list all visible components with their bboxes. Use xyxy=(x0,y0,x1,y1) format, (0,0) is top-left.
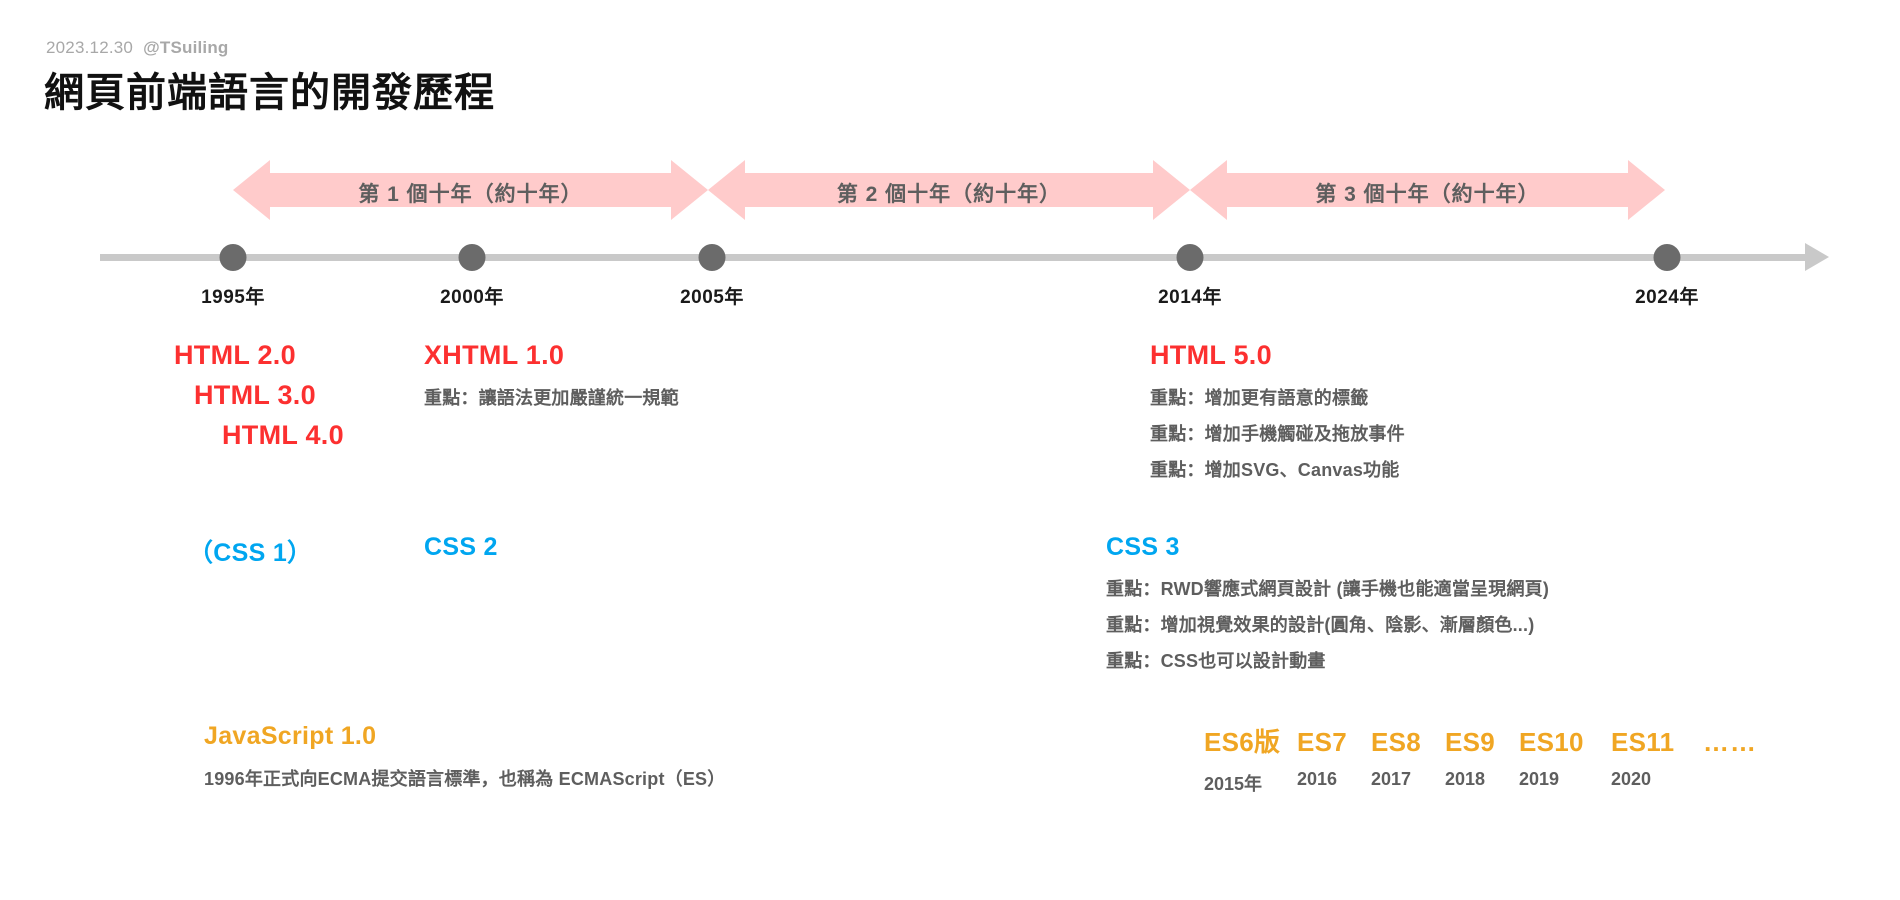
javascript-entry: JavaScript 1.0 1996年正式向ECMA提交語言標準，也稱為 EC… xyxy=(204,722,725,791)
timeline-label-1995: 1995年 xyxy=(201,287,265,308)
html5-note-3: 重點：增加SVG、Canvas功能 xyxy=(1150,460,1400,480)
timeline-label-2005: 2005年 xyxy=(680,287,744,308)
xhtml-1-0-label: XHTML 1.0 xyxy=(424,340,565,370)
es-version-item: ES9 2018 xyxy=(1445,727,1519,790)
css-1-entry: （CSS 1） xyxy=(188,533,312,569)
es-version-name: ES11 xyxy=(1611,727,1675,757)
es-version-item: ES6版 2015年 xyxy=(1204,722,1297,796)
es-version-name: ES7 xyxy=(1297,727,1348,757)
timeline-dot-2005 xyxy=(698,244,726,271)
html5-note-2: 重點：增加手機觸碰及拖放事件 xyxy=(1150,424,1405,444)
css-2-label: CSS 2 xyxy=(424,533,498,561)
es-version-name: ES10 xyxy=(1519,727,1584,757)
page-title: 網頁前端語言的開發歷程 xyxy=(44,71,495,115)
css-2-entry: CSS 2 xyxy=(424,533,498,562)
es-version-year: 2015年 xyxy=(1204,774,1263,794)
html5-note-1: 重點：增加更有語意的標籤 xyxy=(1150,388,1369,408)
es-version-year: 2020 xyxy=(1611,769,1652,789)
css-1-label: （CSS 1） xyxy=(188,539,313,567)
es-version-name: ES6版 xyxy=(1204,727,1281,757)
css-3-label: CSS 3 xyxy=(1106,533,1180,561)
es-version-year: 2017 xyxy=(1371,769,1412,789)
timeline-label-2000: 2000年 xyxy=(440,287,504,308)
html-5-0-entry: HTML 5.0 重點：增加更有語意的標籤 重點：增加手機觸碰及拖放事件 重點：… xyxy=(1150,340,1405,482)
timeline-label-2024: 2024年 xyxy=(1635,287,1699,308)
timeline-axis xyxy=(100,254,1815,261)
header-meta: 2023.12.30 @TSuiling xyxy=(46,38,229,58)
html-2-0-entry: HTML 2.0 xyxy=(174,340,296,371)
timeline-dot-2014 xyxy=(1176,244,1204,271)
es-version-year: 2016 xyxy=(1297,769,1338,789)
es-version-name: ES9 xyxy=(1445,727,1496,757)
html-5-0-label: HTML 5.0 xyxy=(1150,340,1272,370)
xhtml-1-0-entry: XHTML 1.0 重點：讓語法更加嚴謹統一規範 xyxy=(424,340,679,410)
es-version-item: ES11 2020 xyxy=(1611,727,1703,790)
css3-note-1: 重點：RWD響應式網頁設計 (讓手機也能適當呈現網頁) xyxy=(1106,579,1550,599)
header-handle: @TSuiling xyxy=(143,38,229,57)
css-3-entry: CSS 3 重點：RWD響應式網頁設計 (讓手機也能適當呈現網頁) 重點：增加視… xyxy=(1106,533,1549,673)
css3-note-2: 重點：增加視覺效果的設計(圓角、陰影、漸層顏色...) xyxy=(1106,615,1535,635)
es-version-item: ES7 2016 xyxy=(1297,727,1371,790)
timeline-dot-1995 xyxy=(219,244,247,271)
decade-label-2: 第 2 個十年（約十年） xyxy=(836,183,1062,206)
timeline-axis-arrowhead xyxy=(1805,243,1829,271)
es-versions-row: ES6版 2015年 ES7 2016 ES8 2017 ES9 2018 ES… xyxy=(1204,722,1757,796)
timeline-dot-2024 xyxy=(1653,244,1681,271)
es-version-name: ES8 xyxy=(1371,727,1422,757)
es-versions-ellipsis: …… xyxy=(1703,727,1757,757)
html-4-0-label: HTML 4.0 xyxy=(222,420,344,450)
html-2-0-label: HTML 2.0 xyxy=(174,340,296,370)
javascript-note-1: 1996年正式向ECMA提交語言標準，也稱為 ECMAScript（ES） xyxy=(204,769,726,789)
javascript-label: JavaScript 1.0 xyxy=(204,722,377,750)
es-version-item: ES10 2019 xyxy=(1519,727,1611,790)
es-version-year: 2018 xyxy=(1445,769,1486,789)
es-version-year: 2019 xyxy=(1519,769,1560,789)
es-version-item: ES8 2017 xyxy=(1371,727,1445,790)
timeline-dot-2000 xyxy=(458,244,486,271)
html-3-0-entry: HTML 3.0 xyxy=(194,380,316,411)
xhtml-note-1: 重點：讓語法更加嚴謹統一規範 xyxy=(424,388,679,408)
html-4-0-entry: HTML 4.0 xyxy=(222,420,344,451)
decade-label-1: 第 1 個十年（約十年） xyxy=(358,183,583,206)
decade-label-3: 第 3 個十年（約十年） xyxy=(1315,183,1540,206)
header-date: 2023.12.30 xyxy=(46,38,134,57)
html-3-0-label: HTML 3.0 xyxy=(194,380,316,410)
timeline-label-2014: 2014年 xyxy=(1158,287,1222,308)
css3-note-3: 重點：CSS也可以設計動畫 xyxy=(1106,651,1326,671)
